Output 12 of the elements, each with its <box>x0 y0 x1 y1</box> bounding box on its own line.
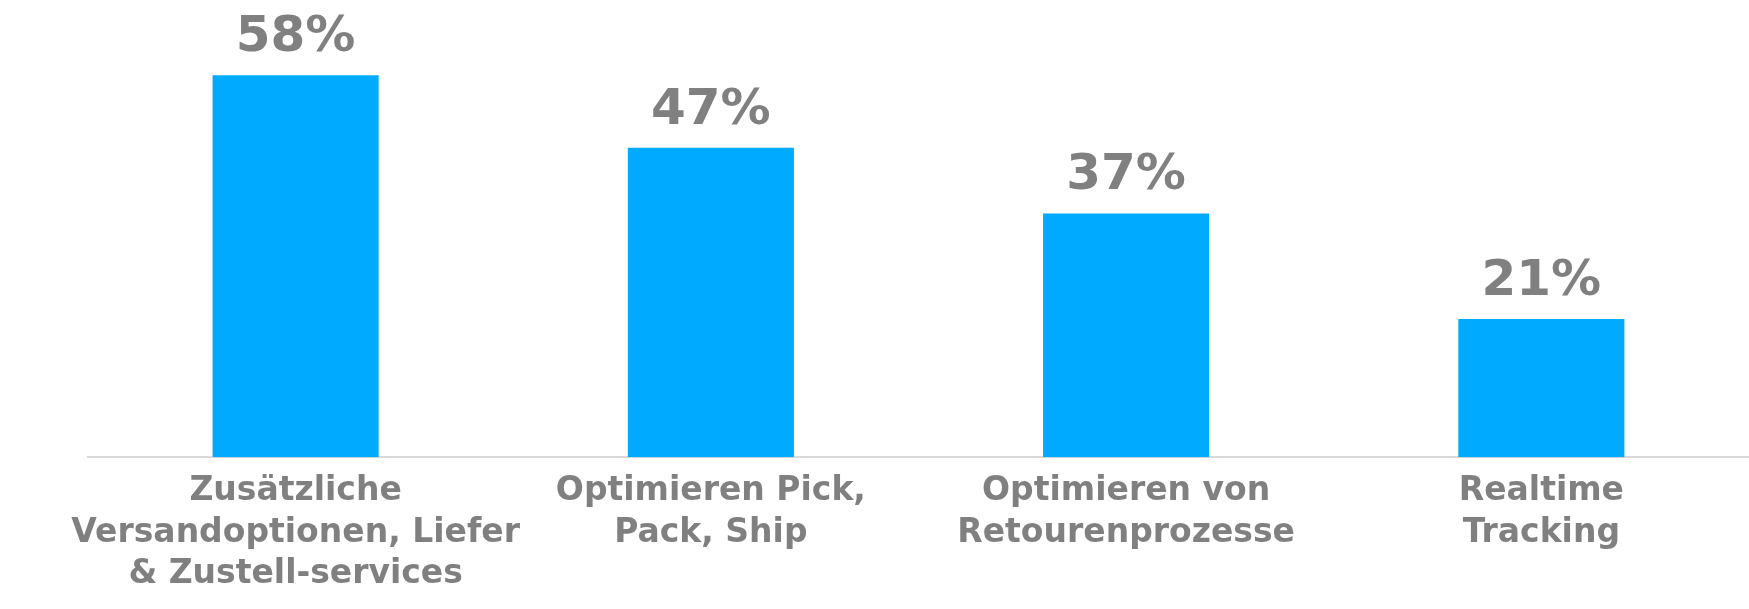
data-label: 58% <box>235 5 356 64</box>
bar <box>1043 213 1210 458</box>
data-label: 37% <box>1066 143 1186 202</box>
bar <box>212 75 379 458</box>
data-label: 47% <box>651 77 771 136</box>
data-label: 21% <box>1481 248 1602 307</box>
x-tick-label: Zusätzliche Versandoptionen, Liefer & Zustell-services <box>71 469 521 591</box>
x-tick-label: Optimieren von Retourenprozesse <box>957 469 1295 550</box>
x-tick-label: Optimieren Pick, Pack, Ship <box>555 469 866 550</box>
x-tick-label: Realtime Tracking <box>1458 469 1624 550</box>
bar <box>627 147 794 458</box>
bar <box>1458 318 1625 458</box>
